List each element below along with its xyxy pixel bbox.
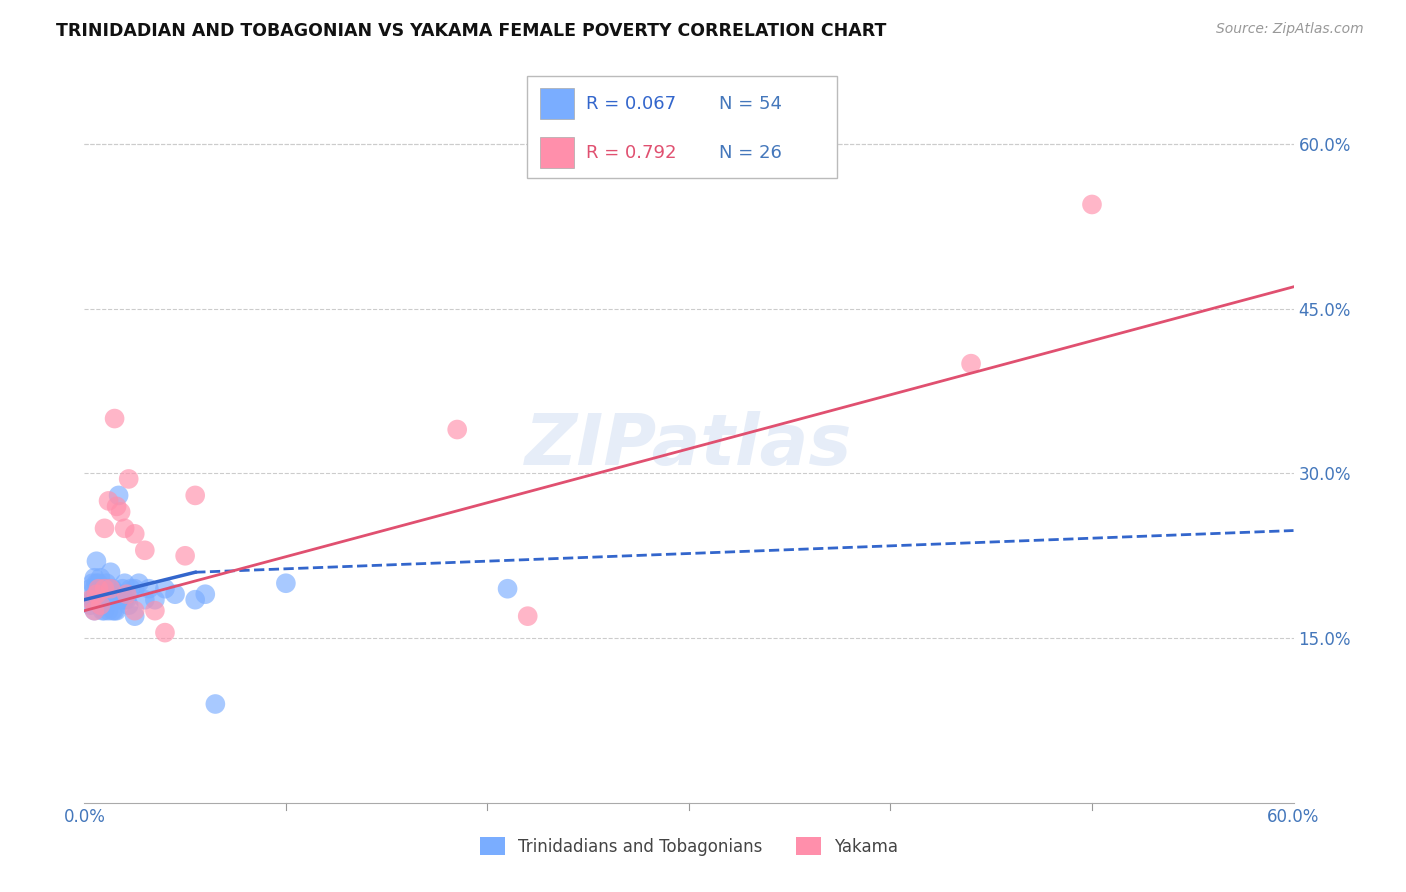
Point: [960, 357, 983, 371]
Text: N = 54: N = 54: [718, 95, 782, 112]
Point: [124, 582, 146, 596]
Point: [118, 598, 141, 612]
Point: [496, 582, 519, 596]
Point: [83, 604, 105, 618]
Point: [100, 592, 122, 607]
Point: [97, 604, 120, 618]
Point: [153, 582, 176, 596]
Point: [79, 582, 101, 596]
Point: [100, 582, 122, 596]
Point: [446, 423, 468, 437]
Point: [105, 604, 128, 618]
Bar: [540, 88, 574, 119]
Point: [110, 587, 132, 601]
Point: [184, 592, 207, 607]
Bar: [540, 137, 574, 168]
Point: [89, 587, 111, 601]
Point: [93, 521, 115, 535]
Point: [204, 697, 226, 711]
Point: [194, 587, 217, 601]
Point: [104, 411, 127, 425]
Text: R = 0.067: R = 0.067: [586, 95, 676, 112]
Point: [86, 554, 108, 568]
Point: [143, 592, 166, 607]
Point: [97, 494, 120, 508]
Point: [96, 576, 118, 591]
Point: [97, 582, 120, 596]
Point: [114, 576, 136, 591]
Point: [153, 625, 176, 640]
Point: [111, 582, 134, 596]
Point: [115, 592, 138, 607]
Point: [82, 592, 104, 607]
Point: [120, 582, 142, 596]
Point: [87, 576, 110, 591]
Point: [91, 604, 114, 618]
Point: [101, 604, 124, 618]
Text: N = 26: N = 26: [718, 144, 782, 161]
Point: [118, 472, 141, 486]
Point: [104, 592, 127, 607]
Point: [165, 587, 187, 601]
Point: [82, 576, 104, 591]
Point: [115, 587, 138, 601]
Point: [114, 592, 136, 607]
Point: [96, 592, 118, 607]
Point: [93, 592, 115, 607]
Point: [107, 488, 129, 502]
Point: [86, 576, 108, 591]
Point: [114, 521, 136, 535]
Legend: Trinidadians and Tobagonians, Yakama: Trinidadians and Tobagonians, Yakama: [472, 830, 905, 863]
Point: [87, 582, 110, 596]
Point: [93, 582, 115, 596]
Point: [91, 582, 114, 596]
Point: [110, 505, 132, 519]
Point: [104, 604, 127, 618]
Point: [138, 582, 160, 596]
Point: [105, 500, 128, 514]
Point: [93, 582, 115, 596]
Point: [1081, 197, 1104, 211]
Point: [93, 604, 115, 618]
Point: [134, 592, 156, 607]
Point: [79, 598, 101, 612]
Point: [516, 609, 538, 624]
Text: Source: ZipAtlas.com: Source: ZipAtlas.com: [1216, 22, 1364, 37]
Point: [100, 566, 122, 580]
Point: [87, 592, 110, 607]
Point: [128, 576, 150, 591]
Text: TRINIDADIAN AND TOBAGONIAN VS YAKAMA FEMALE POVERTY CORRELATION CHART: TRINIDADIAN AND TOBAGONIAN VS YAKAMA FEM…: [56, 22, 887, 40]
Point: [124, 604, 146, 618]
Point: [101, 582, 124, 596]
Point: [107, 592, 129, 607]
Point: [83, 582, 105, 596]
Point: [79, 592, 101, 607]
Point: [91, 592, 114, 607]
Text: ZIPatlas: ZIPatlas: [526, 411, 852, 481]
Point: [143, 604, 166, 618]
Point: [274, 576, 297, 591]
Point: [184, 488, 207, 502]
Point: [174, 549, 197, 563]
Point: [124, 526, 146, 541]
Point: [83, 571, 105, 585]
Point: [89, 598, 111, 612]
Point: [86, 587, 108, 601]
Point: [89, 571, 111, 585]
Text: R = 0.792: R = 0.792: [586, 144, 676, 161]
FancyBboxPatch shape: [527, 76, 837, 178]
Point: [105, 587, 128, 601]
Point: [83, 604, 105, 618]
Point: [134, 543, 156, 558]
Point: [124, 609, 146, 624]
Point: [83, 592, 105, 607]
